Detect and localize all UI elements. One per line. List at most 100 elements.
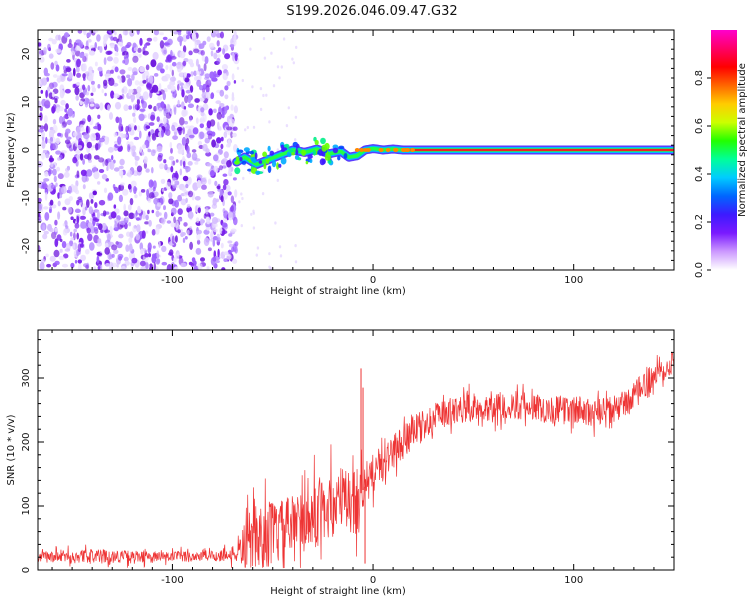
noise-speckle xyxy=(209,212,215,217)
noise-speckle xyxy=(47,43,51,51)
noise-speckle xyxy=(109,161,115,170)
noise-speckle xyxy=(127,245,134,252)
noise-speckle xyxy=(106,166,109,171)
signal-blob xyxy=(301,149,306,156)
noise-speckle xyxy=(182,237,186,243)
noise-speckle xyxy=(78,138,83,146)
noise-speckle xyxy=(81,174,88,183)
noise-speckle xyxy=(75,66,80,73)
noise-speckle xyxy=(169,30,174,33)
noise-speckle xyxy=(185,125,192,129)
noise-speckle xyxy=(76,72,82,78)
noise-speckle xyxy=(38,100,41,108)
signal-blob xyxy=(307,154,313,159)
noise-speckle xyxy=(57,157,61,161)
noise-speckle xyxy=(170,166,174,173)
noise-speckle xyxy=(89,225,95,234)
noise-speckle xyxy=(222,184,227,191)
noise-speckle xyxy=(187,128,192,137)
noise-speckle xyxy=(168,192,173,199)
noise-speckle xyxy=(193,265,199,270)
noise-speckle xyxy=(126,144,131,153)
noise-speckle xyxy=(136,86,142,94)
snr-y-tick-label: 200 xyxy=(21,432,32,451)
noise-speckle xyxy=(183,83,190,89)
noise-speckle xyxy=(83,77,86,81)
noise-speckle xyxy=(116,46,119,53)
noise-speckle xyxy=(101,222,107,231)
noise-speckle xyxy=(136,98,140,106)
noise-speckle xyxy=(226,71,229,76)
noise-speckle xyxy=(183,222,188,227)
noise-speckle xyxy=(217,69,223,76)
noise-speckle xyxy=(64,32,69,38)
noise-speckle xyxy=(196,174,203,179)
noise-speckle xyxy=(161,217,166,225)
noise-speckle xyxy=(217,47,222,52)
noise-speckle xyxy=(50,143,54,151)
noise-speckle xyxy=(60,150,67,154)
noise-speckle xyxy=(148,75,154,84)
noise-speckle xyxy=(113,204,117,209)
noise-speckle xyxy=(151,133,157,141)
noise-speckle xyxy=(142,91,149,101)
noise-speckle xyxy=(183,72,187,77)
noise-speckle xyxy=(94,42,97,49)
noise-speckle xyxy=(195,217,200,224)
noise-speckle xyxy=(159,163,165,170)
noise-speckle xyxy=(111,244,118,251)
noise-speckle xyxy=(99,102,104,111)
noise-speckle xyxy=(170,85,176,92)
noise-speckle xyxy=(232,177,237,181)
noise-speckle xyxy=(87,114,92,122)
noise-speckle xyxy=(128,105,133,110)
snr-plot-area xyxy=(38,351,674,569)
noise-speckle xyxy=(199,131,205,140)
signal-blob xyxy=(343,153,348,159)
noise-speckle xyxy=(232,132,237,138)
noise-speckle xyxy=(207,79,212,84)
noise-speckle xyxy=(201,184,207,190)
noise-speckle xyxy=(221,165,227,169)
noise-speckle xyxy=(130,180,137,188)
colorbar-tick-label: 0.0 xyxy=(694,262,705,278)
noise-speckle xyxy=(48,227,54,233)
noise-speckle xyxy=(181,101,185,109)
noise-speckle xyxy=(139,130,142,139)
noise-speckle xyxy=(65,67,72,73)
noise-speckle xyxy=(156,258,161,264)
signal-blob xyxy=(262,151,267,158)
noise-speckle xyxy=(83,154,90,160)
noise-speckle xyxy=(153,180,157,190)
noise-speckle xyxy=(188,134,195,139)
noise-speckle xyxy=(160,68,165,74)
noise-speckle xyxy=(181,232,186,236)
noise-speckle xyxy=(76,232,79,240)
noise-speckle xyxy=(187,161,193,166)
signal-blob xyxy=(332,147,339,154)
noise-speckle xyxy=(249,47,252,51)
noise-speckle xyxy=(216,112,222,120)
signal-blob xyxy=(280,157,287,165)
noise-speckle xyxy=(141,151,145,156)
noise-speckle xyxy=(54,260,60,266)
signal-blob xyxy=(297,147,302,151)
noise-speckle xyxy=(153,262,156,270)
noise-speckle xyxy=(78,263,82,270)
noise-speckle xyxy=(135,217,141,221)
noise-speckle xyxy=(228,243,234,248)
noise-speckle xyxy=(110,69,114,74)
noise-speckle xyxy=(169,64,173,72)
noise-speckle xyxy=(86,32,91,38)
noise-speckle xyxy=(97,114,101,120)
noise-speckle xyxy=(177,145,183,153)
noise-speckle xyxy=(223,179,229,186)
noise-speckle xyxy=(233,243,237,252)
snr-x-tick-label: -100 xyxy=(161,575,184,586)
noise-speckle xyxy=(216,137,222,144)
noise-speckle xyxy=(224,122,229,129)
noise-speckle xyxy=(117,136,122,145)
noise-speckle xyxy=(268,120,271,124)
noise-speckle xyxy=(189,241,194,250)
